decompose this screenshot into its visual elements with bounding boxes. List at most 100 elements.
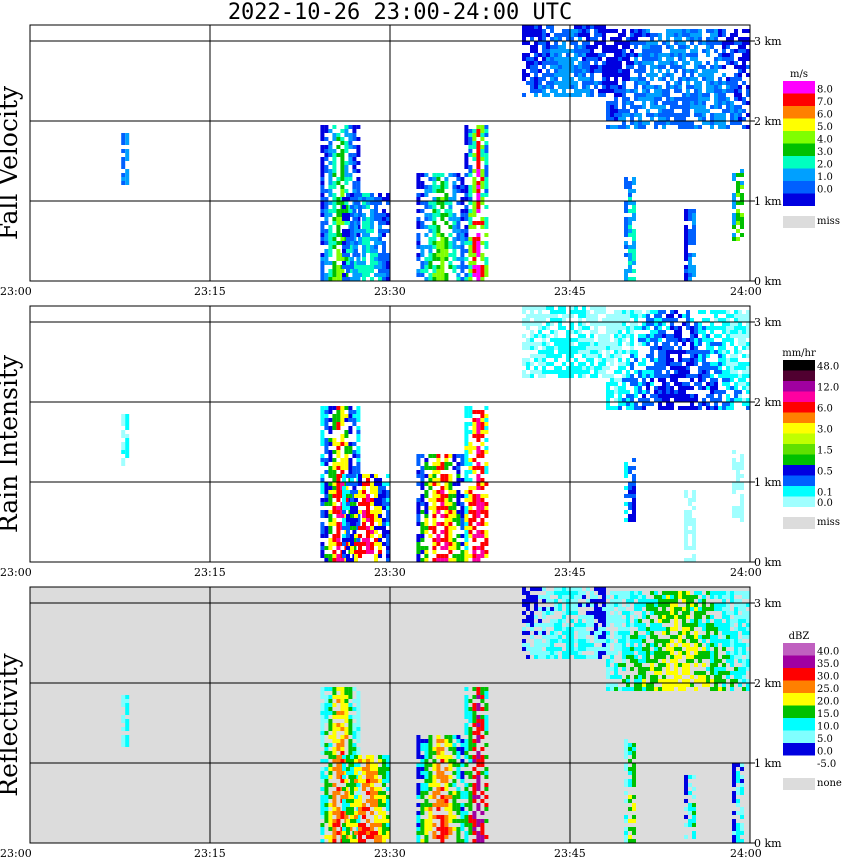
echo-cell xyxy=(352,727,357,731)
echo-cell xyxy=(718,81,722,85)
echo-cell xyxy=(370,502,374,506)
echo-cell xyxy=(464,715,469,719)
echo-cell xyxy=(362,783,366,787)
echo-cell xyxy=(416,550,421,554)
echo-cell xyxy=(332,783,337,787)
echo-cell xyxy=(460,506,465,510)
echo-cell xyxy=(530,338,534,342)
echo-cell xyxy=(464,526,469,530)
echo-cell xyxy=(350,763,354,767)
echo-cell xyxy=(694,49,698,53)
echo-cell xyxy=(638,362,642,366)
echo-cell xyxy=(678,53,682,57)
echo-cell xyxy=(436,743,441,747)
echo-cell xyxy=(714,33,718,37)
echo-cell xyxy=(448,245,453,249)
echo-cell xyxy=(484,494,489,498)
echo-cell xyxy=(684,273,688,277)
echo-cell xyxy=(726,362,730,366)
echo-cell xyxy=(480,125,485,129)
echo-cell xyxy=(125,735,130,739)
echo-cell xyxy=(590,37,594,41)
echo-cell xyxy=(570,310,574,314)
echo-cell xyxy=(702,374,706,378)
echo-cell xyxy=(480,153,485,157)
echo-cell xyxy=(332,791,337,795)
echo-cell xyxy=(614,37,618,41)
echo-cell xyxy=(742,386,746,390)
echo-cell xyxy=(678,334,682,338)
echo-cell xyxy=(472,137,477,141)
echo-cell xyxy=(456,502,461,506)
echo-cell xyxy=(348,426,353,430)
echo-cell xyxy=(444,237,449,241)
echo-cell xyxy=(740,233,744,237)
echo-cell xyxy=(456,807,461,811)
echo-cell xyxy=(328,695,333,699)
echo-cell xyxy=(480,687,485,691)
echo-cell xyxy=(328,803,333,807)
echo-cell xyxy=(460,819,465,823)
echo-cell xyxy=(618,310,622,314)
echo-cell xyxy=(382,763,386,767)
echo-cell xyxy=(606,358,610,362)
echo-cell xyxy=(722,362,726,366)
echo-cell xyxy=(476,165,481,169)
echo-cell xyxy=(476,478,481,482)
echo-cell xyxy=(348,695,353,699)
echo-cell xyxy=(476,795,481,799)
echo-cell xyxy=(706,97,710,101)
echo-cell xyxy=(344,165,349,169)
echo-cell xyxy=(550,37,554,41)
echo-cell xyxy=(432,225,437,229)
echo-cell xyxy=(424,245,429,249)
echo-cell xyxy=(472,799,477,803)
echo-cell xyxy=(332,550,337,554)
echo-cell xyxy=(624,502,628,506)
echo-cell xyxy=(336,514,341,518)
echo-cell xyxy=(582,69,586,73)
echo-cell xyxy=(602,306,606,310)
echo-cell xyxy=(694,398,698,402)
echo-cell xyxy=(634,390,638,394)
echo-cell xyxy=(562,65,566,69)
echo-cell xyxy=(522,374,526,378)
echo-cell xyxy=(468,193,473,197)
echo-cell xyxy=(352,743,357,747)
echo-cell xyxy=(440,787,445,791)
echo-cell xyxy=(320,803,325,807)
echo-cell xyxy=(472,177,477,181)
echo-cell xyxy=(626,89,630,93)
echo-cell xyxy=(350,819,354,823)
echo-cell xyxy=(432,775,437,779)
echo-cell xyxy=(610,382,614,386)
echo-cell xyxy=(632,233,636,237)
echo-cell xyxy=(684,253,688,257)
echo-cell xyxy=(374,542,378,546)
echo-cell xyxy=(626,358,630,362)
echo-cell xyxy=(742,41,746,45)
echo-cell xyxy=(632,458,636,462)
echo-cell xyxy=(332,695,337,699)
echo-cell xyxy=(606,386,610,390)
echo-cell xyxy=(530,635,534,639)
echo-cell xyxy=(746,390,750,394)
echo-cell xyxy=(710,37,714,41)
echo-cell xyxy=(452,245,457,249)
echo-cell xyxy=(574,89,578,93)
echo-cell xyxy=(530,77,534,81)
echo-cell xyxy=(328,723,333,727)
echo-cell xyxy=(444,835,449,839)
echo-cell xyxy=(476,755,481,759)
echo-cell xyxy=(336,554,341,558)
echo-cell xyxy=(472,703,477,707)
echo-cell xyxy=(448,522,453,526)
echo-cell xyxy=(542,49,546,53)
echo-cell xyxy=(602,362,606,366)
echo-cell xyxy=(460,478,465,482)
echo-cell xyxy=(386,201,390,205)
echo-cell xyxy=(646,109,650,113)
echo-cell xyxy=(374,506,378,510)
echo-cell xyxy=(328,233,333,237)
echo-cell xyxy=(634,125,638,129)
